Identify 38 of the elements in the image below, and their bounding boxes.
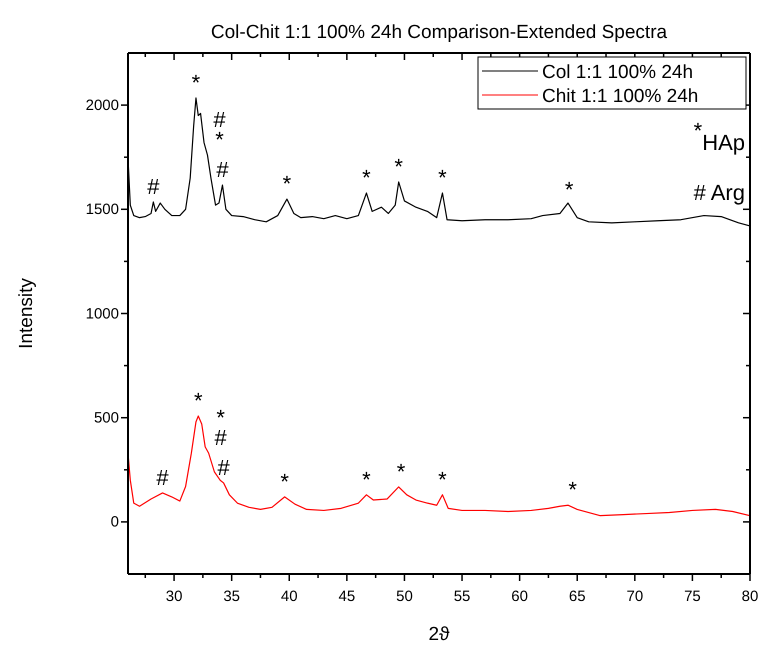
annotation: # Arg — [694, 180, 745, 205]
chart-title: Col-Chit 1:1 100% 24h Comparison-Extended Spectra — [210, 22, 668, 43]
annotation: * — [438, 165, 448, 190]
x-tick-label: 55 — [454, 588, 470, 605]
annotation: # — [156, 464, 170, 490]
y-tick-label: 0 — [110, 514, 119, 531]
x-axis-title: 2ϑ — [428, 624, 450, 645]
x-tick-label: 65 — [568, 588, 586, 605]
annotation: * — [438, 466, 448, 492]
annotation: * — [362, 466, 372, 492]
annotation: * — [192, 70, 201, 96]
annotation: * — [394, 154, 404, 179]
annotation: # — [147, 174, 160, 200]
annotation: * — [564, 177, 574, 202]
x-tick-label: 30 — [166, 588, 182, 605]
annotation: * — [282, 171, 292, 196]
legend-label: Col 1:1 100% 24h — [542, 62, 694, 83]
y-tick-label: 500 — [94, 410, 119, 426]
annotation: # — [216, 157, 230, 182]
legend-label: Chit 1:1 100% 24h — [542, 86, 698, 107]
x-tick-label: 40 — [280, 588, 298, 605]
annotation: * — [396, 458, 406, 484]
x-tick-label: 50 — [396, 588, 413, 605]
x-tick-label: 35 — [223, 588, 240, 605]
y-axis-title: Intensity — [16, 278, 37, 349]
y-tick-label: 2000 — [86, 96, 119, 114]
y-tick-label: 1000 — [86, 305, 119, 322]
annotation: * — [568, 477, 578, 502]
y-tick-label: 1500 — [86, 201, 119, 218]
annotation: * — [362, 165, 372, 190]
annotation: * — [194, 388, 203, 414]
x-tick-label: 70 — [626, 588, 644, 605]
x-tick-label: 80 — [742, 588, 758, 605]
annotation: # — [217, 454, 230, 480]
annotation: * — [280, 468, 290, 494]
x-tick-label: 60 — [511, 588, 528, 605]
x-tick-label: 75 — [684, 588, 701, 605]
x-tick-label: 45 — [338, 588, 356, 605]
